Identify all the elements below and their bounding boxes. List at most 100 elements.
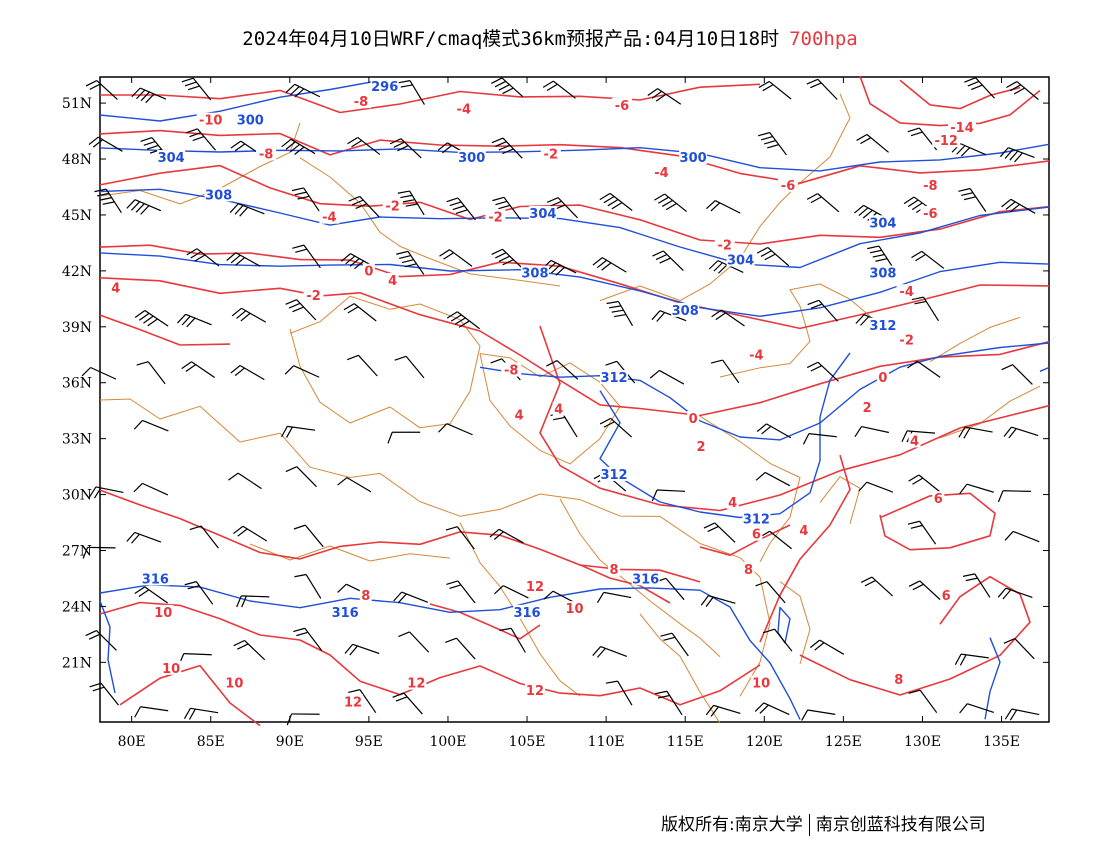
height-label: 300 <box>680 151 707 166</box>
wind-barb <box>389 138 422 159</box>
temperature-label-bg <box>362 263 375 278</box>
height-label-bg <box>528 205 557 220</box>
wind-barb <box>546 360 579 380</box>
wind-barb <box>907 520 937 545</box>
temperature-label-bg <box>485 209 506 224</box>
temperature-label-bg <box>746 347 767 362</box>
temperature-label-bg <box>932 491 945 506</box>
temperature-label-bg <box>750 526 763 541</box>
lon-label: 130E <box>904 734 941 750</box>
copyright-text: 版权所有:南京大学 <box>661 815 803 835</box>
height-label-bg <box>236 112 265 127</box>
lon-label: 115E <box>667 734 704 750</box>
height-label: 316 <box>513 606 540 621</box>
height-label-bg <box>726 252 755 267</box>
height-contour <box>479 342 1050 441</box>
temperature-label: 2 <box>697 440 706 455</box>
wind-barb <box>762 628 793 652</box>
wind-barb <box>181 361 215 379</box>
temperature-label-bg <box>932 133 961 148</box>
wind-barb <box>446 197 476 221</box>
temperature-label-bg <box>687 411 700 426</box>
temperature-label-bg <box>513 407 526 422</box>
temperature-contour <box>539 325 1050 512</box>
temperature-contour <box>699 524 791 556</box>
temperature-label-bg <box>920 177 941 192</box>
height-label: 308 <box>205 188 232 203</box>
wind-barb <box>542 80 576 99</box>
temperature-contour <box>99 129 1050 184</box>
temperature-contour <box>99 277 1050 417</box>
temperature-label-bg <box>153 604 174 619</box>
wind-barb <box>181 77 212 101</box>
temperature-contour <box>899 79 1021 110</box>
wind-barb <box>962 573 991 598</box>
lon-label: 105E <box>509 734 546 750</box>
wind-barb <box>281 138 316 155</box>
temperature-label-bg <box>611 97 632 112</box>
wind-barb <box>854 426 890 437</box>
lon-label: 90E <box>276 734 304 750</box>
border-line <box>289 295 481 429</box>
wind-barb <box>954 653 989 666</box>
height-label: 304 <box>158 151 185 166</box>
wind-barb <box>347 354 378 377</box>
border-line <box>639 613 721 724</box>
temperature-contour <box>119 664 261 727</box>
temperature-label-bg <box>861 399 874 414</box>
temperature-contour <box>99 244 1050 330</box>
wind-barb <box>285 466 317 488</box>
temperature-label: 4 <box>388 274 397 289</box>
lat-label: 39N <box>62 320 92 336</box>
wind-barb <box>291 187 320 212</box>
temperature-label: 4 <box>910 434 919 449</box>
temperature-label: -10 <box>199 114 223 129</box>
wind-barb <box>393 591 428 604</box>
lon-label: 135E <box>983 734 1020 750</box>
temperature-label-bg <box>908 433 921 448</box>
wind-barb <box>281 425 316 438</box>
temperature-contour <box>759 454 851 643</box>
wind-barb <box>711 309 745 327</box>
height-label: 300 <box>458 151 485 166</box>
lon-label: 100E <box>429 734 466 750</box>
height-label-bg <box>157 150 186 165</box>
wind-barb <box>491 77 524 98</box>
temperature-label-bg <box>524 578 545 593</box>
wind-barb <box>1004 708 1040 721</box>
wind-barb <box>85 630 117 651</box>
wind-barb <box>292 244 321 269</box>
temperature-contours <box>99 75 1050 727</box>
wind-barb <box>439 249 473 267</box>
wind-barb <box>185 128 217 151</box>
temperature-label-bg <box>940 588 953 603</box>
temperature-label: 6 <box>942 589 951 604</box>
border-line <box>779 581 811 665</box>
wind-barb <box>446 311 480 330</box>
height-label-bg <box>513 604 542 619</box>
wind-barb <box>293 627 323 651</box>
temperature-label: 10 <box>565 602 583 617</box>
wind-barb <box>89 682 119 706</box>
wind-barb <box>229 203 265 217</box>
temperature-label: 8 <box>894 673 903 688</box>
height-label: 308 <box>869 267 896 282</box>
wind-barb <box>647 88 682 105</box>
temperature-contour <box>859 75 1041 127</box>
lat-label: 21N <box>62 655 92 671</box>
temperature-label-bg <box>386 273 399 288</box>
temperature-label-bg <box>524 683 545 698</box>
height-label-bg <box>868 317 897 332</box>
wind-barb <box>126 199 162 215</box>
lon-label: 125E <box>825 734 862 750</box>
wind-barb <box>959 483 994 495</box>
wind-barb <box>756 246 790 267</box>
wind-barb <box>860 576 893 597</box>
temperature-label: 4 <box>111 282 120 297</box>
wind-barb <box>911 296 940 322</box>
wind-barb <box>703 522 736 543</box>
wind-barb <box>958 187 987 212</box>
temperature-label-bg <box>350 94 371 109</box>
height-label-bg <box>600 466 629 481</box>
temperature-label: 2 <box>863 401 872 416</box>
